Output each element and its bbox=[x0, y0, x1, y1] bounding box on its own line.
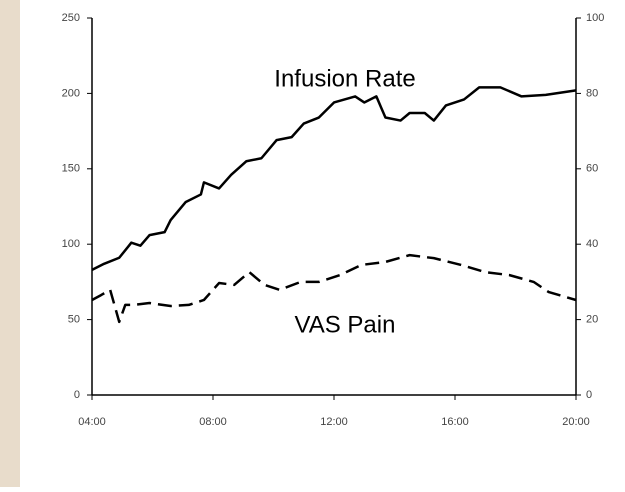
y2-tick-label: 20 bbox=[586, 314, 598, 326]
y2-tick-label: 60 bbox=[586, 163, 598, 175]
series-line bbox=[91, 86, 577, 271]
annotation: VAS Pain bbox=[295, 311, 396, 338]
x-tick-label: 12:00 bbox=[320, 416, 348, 428]
x-tick-label: 16:00 bbox=[441, 416, 469, 428]
y-tick-label: 100 bbox=[62, 238, 80, 250]
y2-tick-label: 100 bbox=[586, 12, 604, 24]
y2-tick-label: 0 bbox=[586, 389, 592, 401]
y-tick-label: 0 bbox=[74, 389, 80, 401]
y-tick-label: 50 bbox=[68, 314, 80, 326]
x-tick-label: 04:00 bbox=[78, 416, 106, 428]
y-tick-label: 250 bbox=[62, 12, 80, 24]
annotation: Infusion Rate bbox=[274, 65, 415, 92]
x-tick-label: 20:00 bbox=[562, 416, 590, 428]
x-tick-label: 08:00 bbox=[199, 416, 227, 428]
y2-tick-label: 40 bbox=[586, 238, 598, 250]
background-strip bbox=[0, 0, 20, 487]
series-line bbox=[91, 253, 577, 324]
y-tick-label: 200 bbox=[62, 87, 80, 99]
y-tick-label: 150 bbox=[62, 163, 80, 175]
y2-tick-label: 80 bbox=[586, 87, 598, 99]
